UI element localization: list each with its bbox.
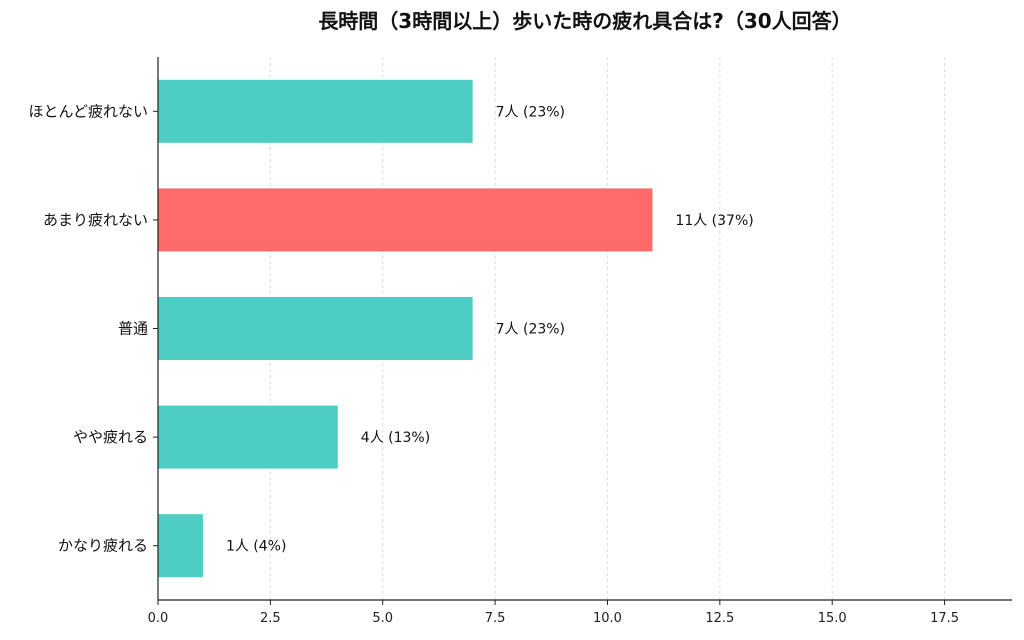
data-label: 11人 (37%) (675, 213, 753, 229)
x-tick-label: 0.0 (148, 611, 169, 626)
x-tick-label: 5.0 (372, 611, 393, 626)
x-tick-label: 10.0 (593, 611, 622, 626)
data-label: 1人 (4%) (226, 539, 287, 555)
y-tick-label: かなり疲れる (58, 537, 148, 555)
bar (158, 188, 653, 252)
x-tick-label: 7.5 (485, 611, 506, 626)
y-tick-label: やや疲れる (73, 428, 148, 446)
bar (158, 514, 203, 578)
x-tick-label: 12.5 (705, 611, 734, 626)
x-tick-label: 17.5 (930, 611, 959, 626)
data-label: 7人 (23%) (496, 322, 565, 338)
chart-title: 長時間（3時間以上）歩いた時の疲れ具合は?（30人回答） (318, 9, 851, 33)
y-tick-label: 普通 (118, 320, 148, 338)
y-tick-label: ほとんど疲れない (28, 102, 148, 120)
x-tick-label: 2.5 (260, 611, 281, 626)
x-tick-label: 15.0 (818, 611, 847, 626)
data-label: 7人 (23%) (496, 104, 565, 120)
y-tick-label: あまり疲れない (43, 211, 148, 229)
bar (158, 405, 338, 469)
bar (158, 297, 473, 360)
data-label: 4人 (13%) (361, 430, 430, 446)
bar (158, 79, 473, 143)
